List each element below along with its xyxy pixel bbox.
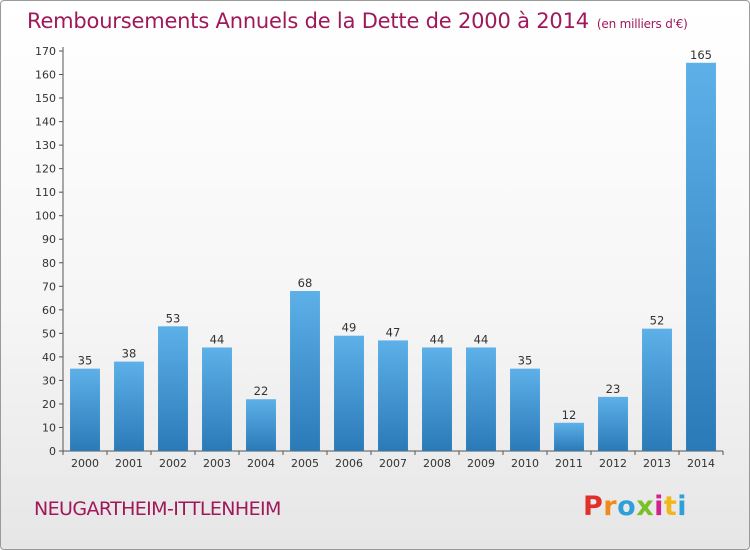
- x-tick-label: 2010: [511, 457, 539, 470]
- bar-value-label: 52: [650, 314, 665, 328]
- bar: [378, 340, 408, 451]
- bar: [598, 396, 628, 451]
- bar: [686, 62, 716, 451]
- x-tick-label: 2004: [247, 457, 275, 470]
- x-tick-label: 2012: [599, 457, 627, 470]
- logo-letter: i: [677, 491, 688, 522]
- bar: [422, 347, 452, 451]
- chart-title: Remboursements Annuels de la Dette de 20…: [27, 9, 688, 33]
- bar-value-label: 38: [122, 347, 137, 361]
- logo-letter: t: [663, 491, 678, 522]
- bar-value-label: 44: [430, 332, 445, 346]
- bar-value-label: 23: [606, 382, 621, 396]
- x-tick-label: 2000: [71, 457, 99, 470]
- y-tick-label: 20: [42, 398, 56, 411]
- bar: [334, 335, 364, 451]
- bar-value-label: 68: [298, 276, 313, 290]
- bar-value-label: 44: [210, 332, 225, 346]
- logo-letter: i: [654, 491, 664, 522]
- x-tick-label: 2014: [687, 457, 715, 470]
- y-tick-label: 150: [35, 92, 56, 105]
- y-tick-label: 80: [42, 257, 56, 270]
- x-tick-label: 2009: [467, 457, 495, 470]
- bar: [290, 291, 320, 451]
- bar: [554, 422, 584, 451]
- x-tick-label: 2008: [423, 457, 451, 470]
- bar: [114, 361, 144, 451]
- logo-letter: r: [603, 491, 618, 522]
- chart-title-text: Remboursements Annuels de la Dette de 20…: [27, 9, 589, 33]
- bar: [246, 399, 276, 451]
- y-tick-label: 0: [49, 445, 56, 458]
- bar-value-label: 35: [518, 354, 533, 368]
- y-tick-label: 110: [35, 186, 56, 199]
- y-tick-label: 10: [42, 421, 56, 434]
- y-tick-label: 40: [42, 351, 56, 364]
- bar-value-label: 47: [386, 325, 401, 339]
- bar-value-label: 35: [78, 354, 93, 368]
- bar-value-label: 12: [562, 408, 577, 422]
- x-tick-label: 2006: [335, 457, 363, 470]
- bar: [202, 347, 232, 451]
- y-tick-label: 170: [35, 45, 56, 58]
- chart-subtitle: (en milliers d'€): [596, 17, 688, 31]
- y-tick-label: 60: [42, 304, 56, 317]
- x-axis: 2000 2001 2002 2003 2004 2005 2006 2007 2008 2009…: [62, 450, 724, 470]
- x-tick-label: 2003: [203, 457, 231, 470]
- x-tick-label: 2013: [643, 457, 671, 470]
- x-tick-label: 2007: [379, 457, 407, 470]
- bar-value-label: 22: [254, 384, 269, 398]
- y-tick-label: 90: [42, 233, 56, 246]
- y-tick-label: 140: [35, 116, 56, 129]
- bar-value-label: 165: [690, 48, 712, 62]
- y-tick-label: 30: [42, 374, 56, 387]
- commune-name: NEUGARTHEIM-ITTLENHEIM: [34, 498, 281, 520]
- y-tick-label: 70: [42, 280, 56, 293]
- bar-value-label: 49: [342, 321, 357, 335]
- x-tick-label: 2002: [159, 457, 187, 470]
- bar-value-label: 53: [166, 311, 181, 325]
- x-tick-label: 2001: [115, 457, 143, 470]
- bar: [642, 328, 672, 451]
- logo-letter: x: [636, 491, 655, 522]
- bar: [70, 368, 100, 451]
- bar: [158, 326, 188, 451]
- logo-letter: o: [617, 491, 637, 522]
- bar: [466, 347, 496, 451]
- logo-letter: P: [583, 491, 604, 522]
- y-tick-label: 100: [35, 210, 56, 223]
- bars-group: 35 38 53 44 22 68 49 47 44 44 35 12 23 52 165: [70, 48, 716, 451]
- x-tick-label: 2011: [555, 457, 583, 470]
- y-tick-label: 50: [42, 327, 56, 340]
- bar: [510, 368, 540, 451]
- y-tick-label: 160: [35, 69, 56, 82]
- y-axis: 0 10 20 30 40 50 60 70 80 90 100 110 120 130 140 150 160…: [35, 45, 64, 458]
- bar-value-label: 44: [474, 332, 489, 346]
- x-tick-label: 2005: [291, 457, 319, 470]
- y-tick-label: 120: [35, 163, 56, 176]
- y-tick-label: 130: [35, 139, 56, 152]
- proxiti-logo: Proxiti: [583, 491, 687, 522]
